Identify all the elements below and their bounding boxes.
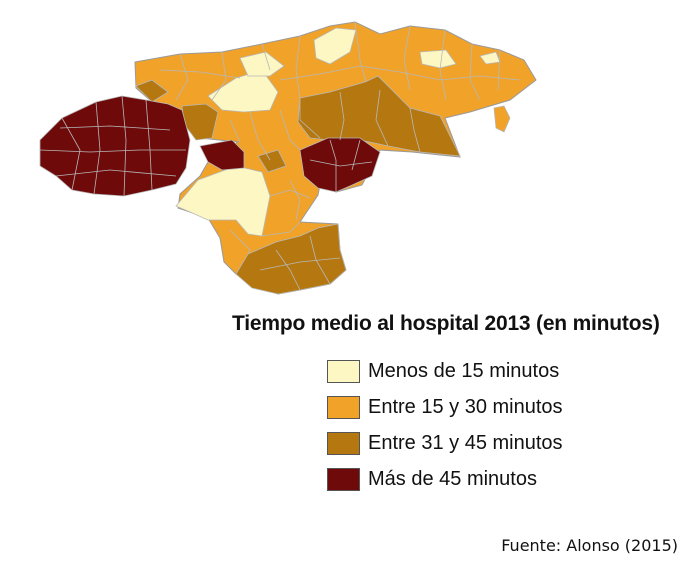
municipal-border-line	[269, 189, 311, 199]
legend-item-3: Más de 45 minutos	[327, 461, 563, 497]
region-light-6	[479, 51, 501, 65]
municipal-border-line	[229, 119, 241, 143]
municipal-border-line	[299, 98, 321, 139]
region-medium-3	[135, 79, 169, 103]
legend-swatch-3	[327, 467, 360, 491]
region-medium-1	[297, 75, 461, 157]
legend-item-1: Entre 15 y 30 minutos	[327, 389, 563, 425]
municipal-border-line	[261, 43, 271, 71]
region-dark-west	[39, 95, 191, 197]
municipal-border-line	[249, 111, 271, 161]
region-medium-5	[257, 149, 287, 173]
municipal-border-line	[39, 149, 186, 153]
municipal-border-line	[439, 29, 447, 101]
legend-swatch-1	[327, 395, 360, 419]
municipal-border-line	[93, 101, 101, 195]
municipal-border-line	[275, 249, 301, 291]
municipal-border-line	[59, 125, 171, 131]
municipal-border-line	[175, 53, 189, 101]
source-note: Fuente: Alonso (2015)	[501, 536, 678, 555]
municipal-border-line	[354, 21, 367, 83]
municipal-border-line	[497, 49, 501, 91]
municipal-border-line	[279, 109, 301, 151]
municipal-border-line	[229, 229, 251, 255]
legend-label-3: Más de 45 minutos	[368, 467, 537, 490]
region-dark-central	[199, 139, 245, 171]
legend-title: Tiempo medio al hospital 2013 (en minuto…	[232, 312, 660, 335]
island-east	[493, 105, 511, 133]
municipal-border-line	[259, 257, 341, 271]
legend-swatch-0	[327, 359, 360, 383]
municipal-border-line	[309, 159, 373, 167]
municipal-borders	[39, 21, 521, 291]
municipal-border-line	[403, 25, 411, 91]
region-light-3	[239, 51, 285, 77]
region-light-2	[207, 69, 279, 113]
municipal-border-line	[159, 69, 241, 79]
region-medium-4	[235, 223, 347, 295]
municipal-border-line	[329, 139, 337, 192]
municipal-border-line	[55, 169, 177, 177]
region-light-4	[313, 27, 357, 65]
municipal-border-line	[469, 43, 481, 101]
municipal-border-line	[289, 179, 301, 221]
municipal-border-line	[61, 117, 81, 191]
municipal-border-line	[409, 107, 421, 153]
municipal-border-line	[339, 91, 345, 141]
legend: Menos de 15 minutos Entre 15 y 30 minuto…	[327, 353, 563, 497]
legend-label-1: Entre 15 y 30 minutos	[368, 395, 563, 418]
municipal-border-line	[295, 35, 301, 99]
municipal-border-line	[261, 221, 301, 237]
region-dark-east	[299, 137, 381, 193]
municipal-border-line	[211, 51, 227, 101]
municipal-border-line	[351, 139, 361, 171]
legend-label-0: Menos de 15 minutos	[368, 359, 560, 382]
legend-item-2: Entre 31 y 45 minutos	[327, 425, 563, 461]
legend-swatch-2	[327, 431, 360, 455]
region-light-5	[419, 49, 457, 69]
municipal-border-line	[279, 65, 521, 81]
municipal-border-line	[375, 89, 389, 147]
municipal-border-line	[121, 95, 127, 197]
legend-item-0: Menos de 15 minutos	[327, 353, 563, 389]
legend-label-2: Entre 31 y 45 minutos	[368, 431, 563, 454]
